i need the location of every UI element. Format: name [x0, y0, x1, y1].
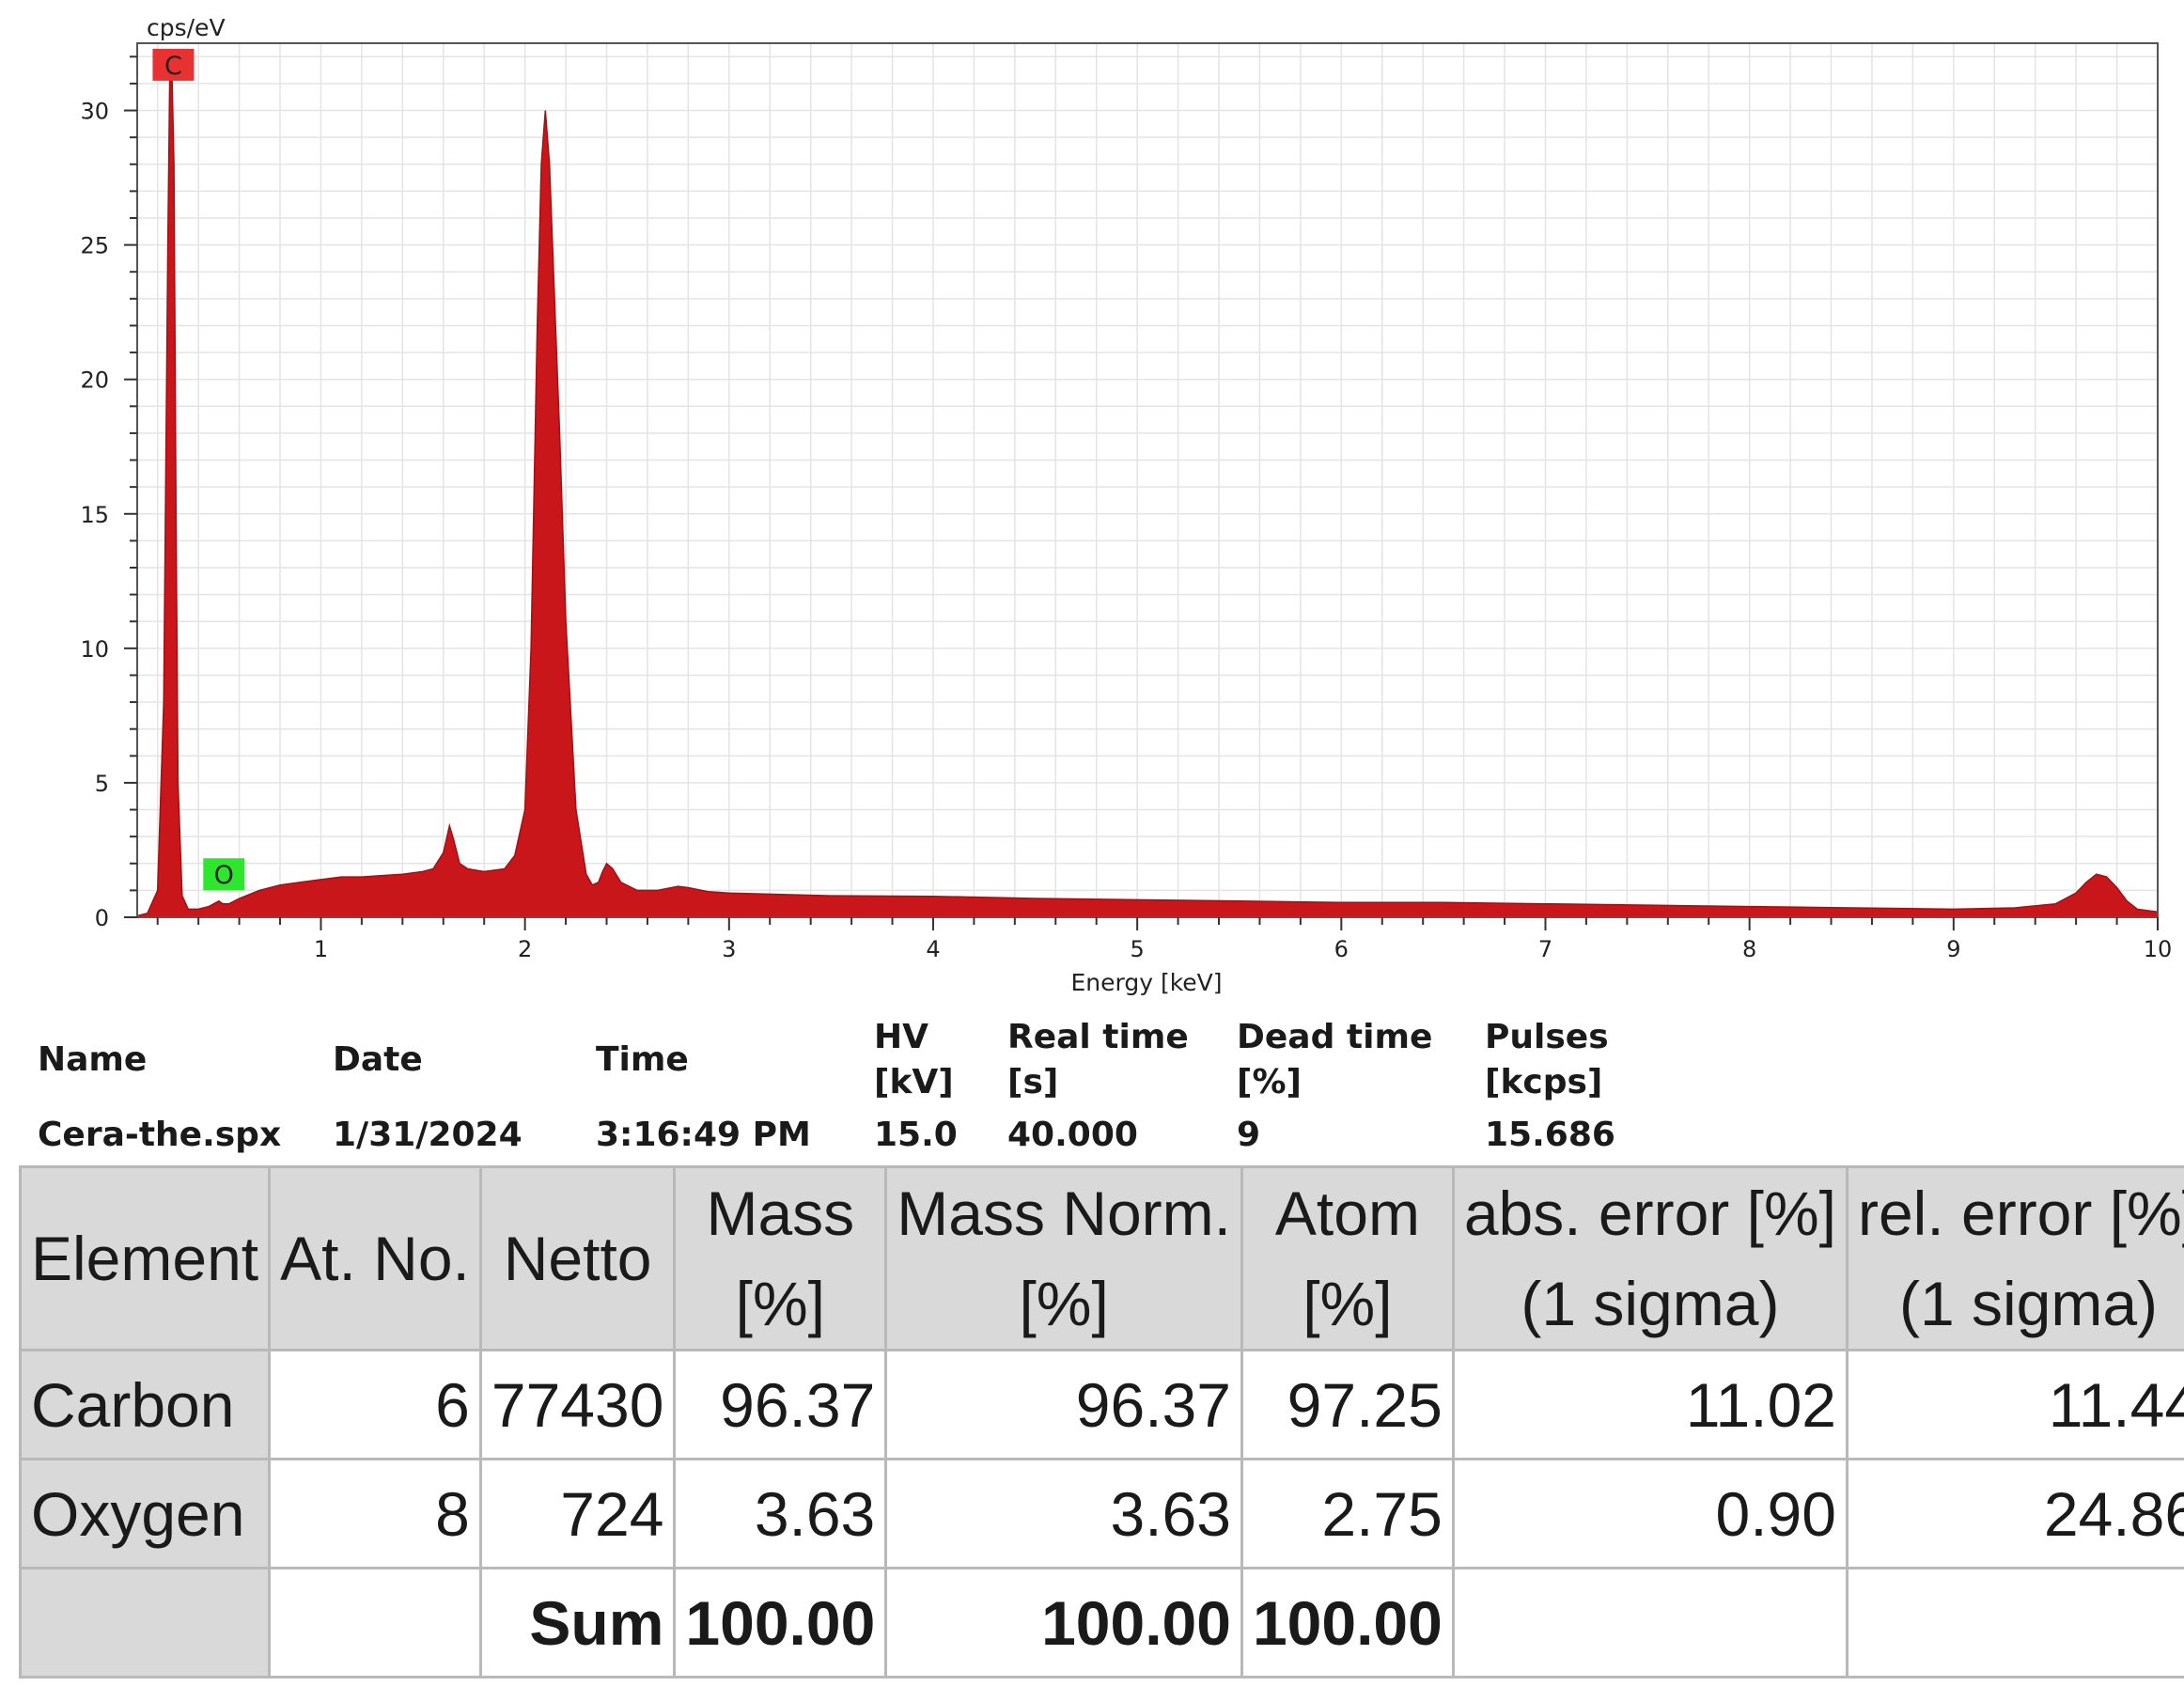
x-tick-label: 4 — [926, 936, 940, 962]
cell-element: Carbon — [18, 1349, 272, 1460]
table-row: Carbon 6 77430 96.37 96.37 97.25 11.02 1… — [18, 1349, 2184, 1460]
info-header-time: Time — [596, 1040, 689, 1079]
cell-at-no — [268, 1567, 482, 1679]
peak-label: C — [164, 52, 182, 81]
cell-mass-norm: 3.63 — [884, 1458, 1243, 1569]
cell-abs-error — [1451, 1567, 1849, 1679]
info-header-name: Name — [38, 1040, 148, 1079]
x-tick-label: 2 — [518, 936, 532, 962]
peak-label: O — [214, 861, 234, 890]
y-tick-label: 15 — [80, 502, 109, 528]
col-header-mass: Mass [%] — [673, 1165, 888, 1351]
cell-element: Oxygen — [18, 1458, 272, 1569]
info-value-dead-time: 9 — [1237, 1116, 1261, 1154]
cell-atom: 2.75 — [1240, 1458, 1455, 1569]
info-header-hv: HV [kV] — [874, 1018, 954, 1101]
y-axis-label: cps/eV — [147, 14, 226, 41]
chart-grid — [137, 43, 2158, 917]
col-header-netto: Netto — [478, 1165, 677, 1351]
cell-rel-error: 11.44 — [1845, 1349, 2184, 1460]
cell-mass-norm: 96.37 — [884, 1349, 1243, 1460]
table-row: Oxygen 8 724 3.63 3.63 2.75 0.90 24.86 — [18, 1458, 2184, 1569]
col-header-element: Element — [18, 1165, 272, 1351]
info-value-pulses: 15.686 — [1485, 1116, 1615, 1154]
cell-mass: 3.63 — [673, 1458, 888, 1569]
col-header-mass-norm: Mass Norm. [%] — [884, 1165, 1243, 1351]
x-tick-label: 6 — [1334, 936, 1349, 962]
col-header-rel-error: rel. error [%] (1 sigma) — [1845, 1165, 2184, 1351]
y-tick-label: 25 — [80, 233, 109, 259]
info-header-date: Date — [333, 1040, 423, 1079]
table-header-row: Element At. No. Netto Mass [%] Mass Norm.… — [18, 1165, 2184, 1351]
spectrum-area — [136, 69, 2159, 918]
x-tick-label: 9 — [1946, 936, 1960, 962]
y-tick-label: 30 — [80, 99, 109, 125]
quantification-table: Element At. No. Netto Mass [%] Mass Norm.… — [18, 1165, 2184, 1679]
info-header-real-time: Real time [s] — [1007, 1018, 1189, 1101]
acquisition-info: Name Date Time HV [kV] Real time [s] Dea… — [38, 1015, 2161, 1156]
cell-abs-error: 0.90 — [1451, 1458, 1849, 1569]
x-axis-label: Energy [keV] — [1070, 969, 1222, 996]
y-tick-label: 10 — [80, 636, 109, 663]
x-tick-label: 10 — [2144, 936, 2173, 962]
cell-abs-error: 11.02 — [1451, 1349, 1849, 1460]
info-header-pulses: Pulses [kcps] — [1485, 1018, 1609, 1101]
info-value-real-time: 40.000 — [1007, 1116, 1138, 1154]
cell-sum-mass-norm: 100.00 — [884, 1567, 1243, 1679]
y-tick-label: 0 — [95, 905, 109, 931]
cell-sum-label: Sum — [478, 1567, 677, 1679]
y-tick-label: 5 — [95, 771, 109, 797]
cell-netto: 77430 — [478, 1349, 677, 1460]
sum-row: Sum 100.00 100.00 100.00 — [18, 1567, 2184, 1679]
cell-sum-mass: 100.00 — [673, 1567, 888, 1679]
col-header-at-no: At. No. — [268, 1165, 482, 1351]
plot-frame — [136, 42, 2159, 918]
x-tick-label: 5 — [1131, 936, 1145, 962]
peak-labels: CO — [152, 48, 245, 891]
cell-atom: 97.25 — [1240, 1349, 1455, 1460]
info-value-name: Cera-the.spx — [38, 1116, 282, 1154]
col-header-abs-error: abs. error [%] (1 sigma) — [1451, 1165, 1849, 1351]
cell-at-no: 6 — [268, 1349, 482, 1460]
x-tick-label: 1 — [314, 936, 328, 962]
info-value-hv: 15.0 — [874, 1116, 958, 1154]
col-header-atom: Atom [%] — [1240, 1165, 1455, 1351]
cell-sum-atom: 100.00 — [1240, 1567, 1455, 1679]
cell-element — [18, 1567, 272, 1679]
info-header-dead-time: Dead time [%] — [1237, 1018, 1433, 1101]
info-value-time: 3:16:49 PM — [596, 1116, 811, 1154]
info-value-date: 1/31/2024 — [333, 1116, 523, 1154]
y-tick-label: 20 — [80, 367, 109, 394]
cell-mass: 96.37 — [673, 1349, 888, 1460]
cell-rel-error: 24.86 — [1845, 1458, 2184, 1569]
axes: 1 2 3 4 5 6 7 8 9 10 0 5 10 15 20 25 30 — [80, 55, 2173, 962]
cell-rel-error — [1845, 1567, 2184, 1679]
cell-netto: 724 — [478, 1458, 677, 1569]
peak-label-box — [152, 48, 195, 81]
cell-at-no: 8 — [268, 1458, 482, 1569]
x-tick-label: 3 — [722, 936, 736, 962]
x-tick-label: 7 — [1538, 936, 1552, 962]
x-tick-label: 8 — [1742, 936, 1756, 962]
peak-label-box — [203, 858, 245, 891]
